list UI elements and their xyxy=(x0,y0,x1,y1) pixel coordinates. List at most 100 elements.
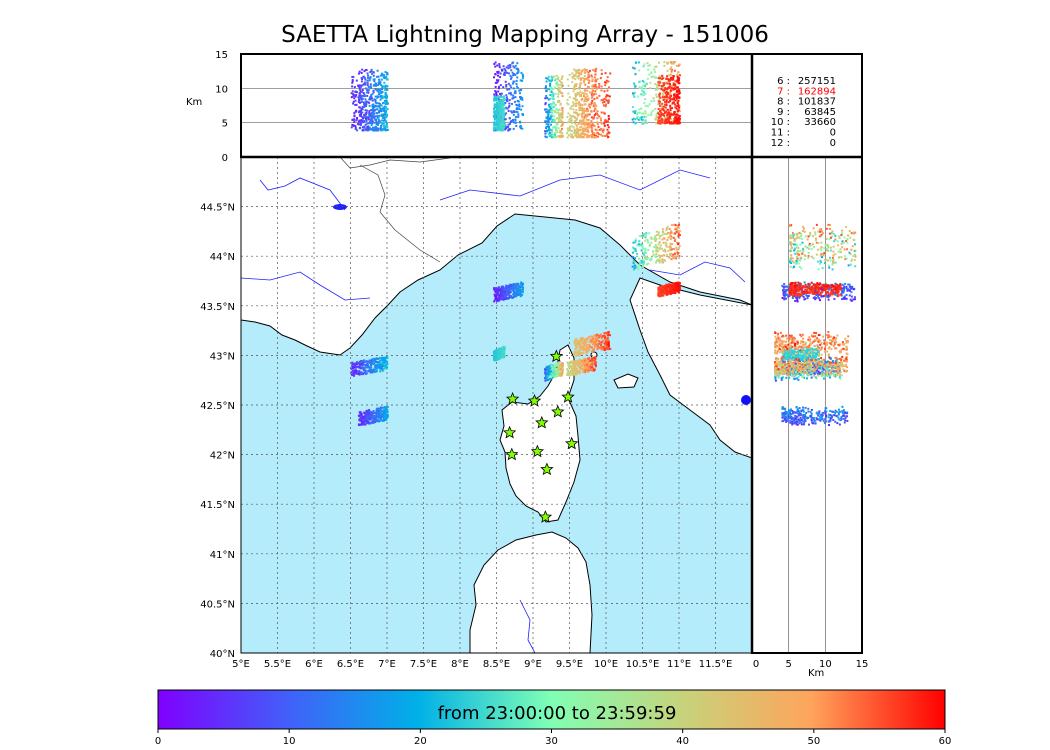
map-source-point xyxy=(550,372,553,375)
map-source-point xyxy=(572,364,575,367)
altitude-source-point xyxy=(512,127,515,130)
map-source-point xyxy=(378,357,381,360)
map-source-point xyxy=(676,253,679,256)
altitude-source-point xyxy=(550,115,553,118)
altitude-source-point xyxy=(493,114,496,117)
map-source-point xyxy=(365,422,368,425)
map-source-point xyxy=(504,297,507,300)
map-source-point xyxy=(503,346,506,349)
map-source-point xyxy=(668,227,671,230)
altitude-source-point xyxy=(375,84,378,87)
altitude-source-point xyxy=(661,78,664,81)
altitude-source-point xyxy=(386,128,389,131)
altitude-source-point xyxy=(594,70,597,73)
map-source-point xyxy=(362,420,365,423)
altitude-source-point xyxy=(669,114,672,117)
map-source-point xyxy=(568,365,571,368)
map-x-tick: 6.5°E xyxy=(337,659,364,670)
map-source-point xyxy=(374,359,377,362)
altitude-source-point xyxy=(386,95,389,98)
altitude-source-point xyxy=(511,71,514,74)
station-star xyxy=(527,393,542,407)
altitude-source-point xyxy=(632,93,635,96)
map-source-point xyxy=(385,362,388,365)
altitude-source-point xyxy=(609,72,612,75)
side-source-point xyxy=(781,416,784,419)
altitude-source-point xyxy=(602,98,605,101)
altitude-source-point xyxy=(558,79,561,82)
altitude-source-point xyxy=(590,124,593,127)
altitude-source-point xyxy=(586,122,589,125)
altitude-source-point xyxy=(634,121,637,124)
altitude-source-point xyxy=(586,70,589,73)
altitude-source-point xyxy=(382,114,385,117)
altitude-source-point xyxy=(510,111,513,114)
map-source-point xyxy=(663,254,666,257)
map-source-point xyxy=(666,285,669,288)
altitude-source-point xyxy=(496,71,499,74)
altitude-source-point xyxy=(580,122,583,125)
altitude-source-point xyxy=(504,71,507,74)
map-source-point xyxy=(579,365,582,368)
map-source-point xyxy=(594,365,597,368)
side-source-point xyxy=(840,415,843,418)
altitude-source-point xyxy=(559,112,562,115)
altitude-source-point xyxy=(378,110,381,113)
altitude-source-point xyxy=(385,101,388,104)
altitude-source-point xyxy=(555,129,558,132)
altitude-source-point xyxy=(497,127,500,130)
map-source-point xyxy=(510,283,513,286)
map-source-point xyxy=(505,284,508,287)
altitude-source-point xyxy=(575,102,578,105)
altitude-source-point xyxy=(677,103,680,106)
altitude-source-point xyxy=(568,120,571,123)
altitude-source-point xyxy=(374,115,377,118)
map-source-point xyxy=(375,369,378,372)
altitude-source-point xyxy=(502,107,505,110)
map-source-point xyxy=(547,370,550,373)
altitude-source-point xyxy=(607,101,610,104)
altitude-source-point xyxy=(553,110,556,113)
map-source-point xyxy=(665,241,668,244)
map-source-point xyxy=(381,361,384,364)
altitude-source-point xyxy=(551,130,554,133)
map-source-point xyxy=(561,369,564,372)
map-source-point xyxy=(497,355,500,358)
altitude-source-point xyxy=(556,81,559,84)
map-source-point xyxy=(606,336,609,339)
map-source-point xyxy=(574,339,577,342)
map-source-point xyxy=(580,362,583,365)
altitude-source-point xyxy=(514,121,517,124)
altitude-source-point xyxy=(603,124,606,127)
altitude-source-point xyxy=(588,79,591,82)
altitude-source-point xyxy=(364,113,367,116)
altitude-source-point xyxy=(669,73,672,76)
altitude-source-point xyxy=(365,127,368,130)
altitude-source-point xyxy=(501,122,504,125)
altitude-source-point xyxy=(667,91,670,94)
map-source-point xyxy=(638,234,641,237)
map-source-point xyxy=(376,418,379,421)
altitude-source-point xyxy=(568,96,571,99)
altitude-source-point xyxy=(373,112,376,115)
border-swiss xyxy=(339,157,451,169)
map-source-point xyxy=(369,418,372,421)
altitude-source-point xyxy=(356,129,359,132)
side-source-point xyxy=(792,411,795,414)
altitude-source-point xyxy=(663,64,666,67)
altitude-source-point xyxy=(378,106,381,109)
map-source-point xyxy=(350,367,353,370)
altitude-source-point xyxy=(517,115,520,118)
map-source-point xyxy=(574,363,577,366)
map-source-point xyxy=(520,283,523,286)
map-source-point xyxy=(640,260,643,263)
altitude-source-point xyxy=(669,91,672,94)
altitude-source-point xyxy=(576,136,579,139)
altitude-source-point xyxy=(551,96,554,99)
altitude-source-point xyxy=(580,125,583,128)
altitude-source-point xyxy=(675,87,678,90)
side-source-point xyxy=(814,419,817,422)
map-source-point xyxy=(514,295,517,298)
map-source-point xyxy=(572,372,575,375)
altitude-source-point xyxy=(502,123,505,126)
